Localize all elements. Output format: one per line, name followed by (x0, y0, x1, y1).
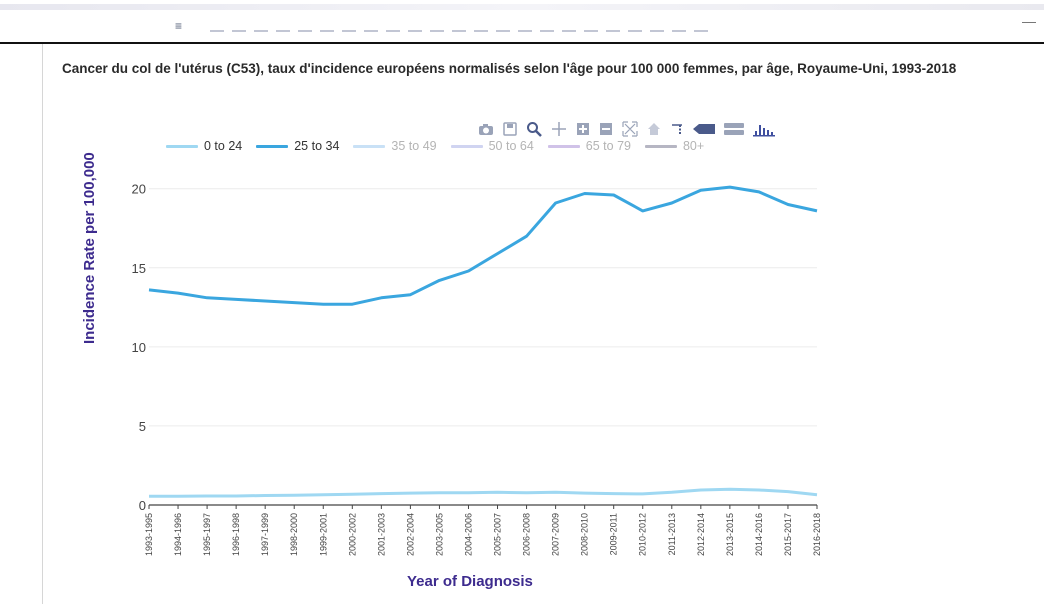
x-tick-label: 2012-2014 (696, 513, 706, 556)
series-line (149, 487, 818, 498)
divider (0, 42, 1044, 44)
x-tick-label: 2009-2011 (609, 513, 619, 555)
x-tick-label: 2003-2005 (434, 513, 444, 556)
x-tick-label: 1995-1997 (202, 513, 212, 556)
chart-legend: 0 to 24 25 to 34 35 to 49 50 to 64 65 to 79 8… (166, 138, 718, 154)
y-tick-label: 20 (132, 182, 146, 197)
save-icon[interactable] (503, 122, 517, 136)
x-tick-label: 1993-1995 (144, 513, 154, 556)
x-tick-label: 2000-2002 (347, 513, 357, 556)
zoom-in-icon[interactable] (576, 122, 590, 136)
x-tick-label: 2001-2003 (376, 513, 386, 556)
zoom-out-icon[interactable] (599, 122, 613, 136)
tab-strip (0, 4, 1044, 10)
x-tick-label: 2002-2004 (405, 513, 415, 556)
series-line (148, 185, 818, 306)
x-tick-label: 1998-2000 (289, 513, 299, 556)
autoscale-icon[interactable] (622, 121, 638, 137)
legend-item[interactable]: 50 to 64 (450, 139, 534, 153)
x-tick-label: 2006-2008 (522, 513, 532, 556)
legend-label: 80+ (682, 139, 705, 153)
home-icon[interactable] (647, 122, 661, 136)
x-tick-label: 1994-1996 (173, 513, 183, 556)
x-tick-label: 1996-1998 (231, 513, 241, 556)
pan-icon[interactable] (551, 121, 567, 137)
legend-swatch (450, 144, 483, 148)
legend-item[interactable]: 25 to 34 (256, 139, 339, 153)
y-axis-label: Incidence Rate per 100,000 (81, 152, 98, 344)
address-bar[interactable] (148, 14, 888, 40)
x-tick-label: 2014-2016 (754, 513, 764, 556)
y-tick-label: 5 (139, 419, 146, 434)
legend-item[interactable]: 0 to 24 (166, 139, 242, 153)
x-tick-label: 1999-2001 (318, 513, 328, 556)
legend-swatch (644, 144, 677, 148)
hover-closest-icon[interactable] (693, 123, 715, 135)
x-tick-label: 2008-2010 (580, 513, 590, 556)
y-tick-label: 10 (132, 340, 146, 355)
x-tick-label: 2007-2009 (551, 513, 561, 556)
x-tick-label: 2010-2012 (638, 513, 648, 556)
legend-item[interactable]: 80+ (644, 139, 705, 153)
divider (42, 44, 43, 604)
browser-bar: ≡ (0, 0, 1044, 44)
hover-compare-icon[interactable] (724, 122, 744, 136)
legend-item[interactable]: 35 to 49 (353, 139, 437, 153)
y-tick-label: 15 (132, 261, 146, 276)
legend-label: 35 to 49 (391, 139, 437, 153)
spike-lines-icon[interactable] (670, 122, 684, 136)
legend-label: 50 to 64 (488, 139, 534, 153)
zoom-icon[interactable] (526, 121, 542, 137)
y-tick-label: 0 (139, 498, 146, 513)
x-tick-label: 1997-1999 (260, 513, 270, 556)
legend-swatch (256, 144, 289, 148)
legend-label: 0 to 24 (204, 139, 243, 153)
x-tick-label: 2004-2006 (463, 513, 473, 556)
chart-title: Cancer du col de l'utérus (C53), taux d'… (62, 61, 957, 76)
legend-label: 25 to 34 (294, 139, 340, 153)
plotly-logo-icon[interactable] (753, 121, 775, 137)
legend-swatch (166, 144, 198, 148)
legend-item[interactable]: 65 to 79 (547, 139, 631, 153)
address-text (210, 30, 710, 32)
x-tick-label: 2013-2015 (725, 513, 735, 556)
x-tick-label: 2011-2013 (667, 513, 677, 555)
x-axis-label: Year of Diagnosis (407, 573, 533, 590)
chart-modebar (478, 120, 775, 138)
minimize-icon[interactable] (1022, 22, 1036, 23)
camera-icon[interactable] (478, 122, 494, 136)
legend-swatch (547, 144, 580, 148)
x-tick-label: 2015-2017 (783, 513, 793, 556)
menu-icon[interactable]: ≡ (175, 19, 183, 33)
legend-swatch (353, 144, 386, 148)
legend-label: 65 to 79 (585, 139, 631, 153)
x-tick-label: 2005-2007 (493, 513, 503, 556)
x-tick-label: 2016-2018 (812, 513, 822, 556)
